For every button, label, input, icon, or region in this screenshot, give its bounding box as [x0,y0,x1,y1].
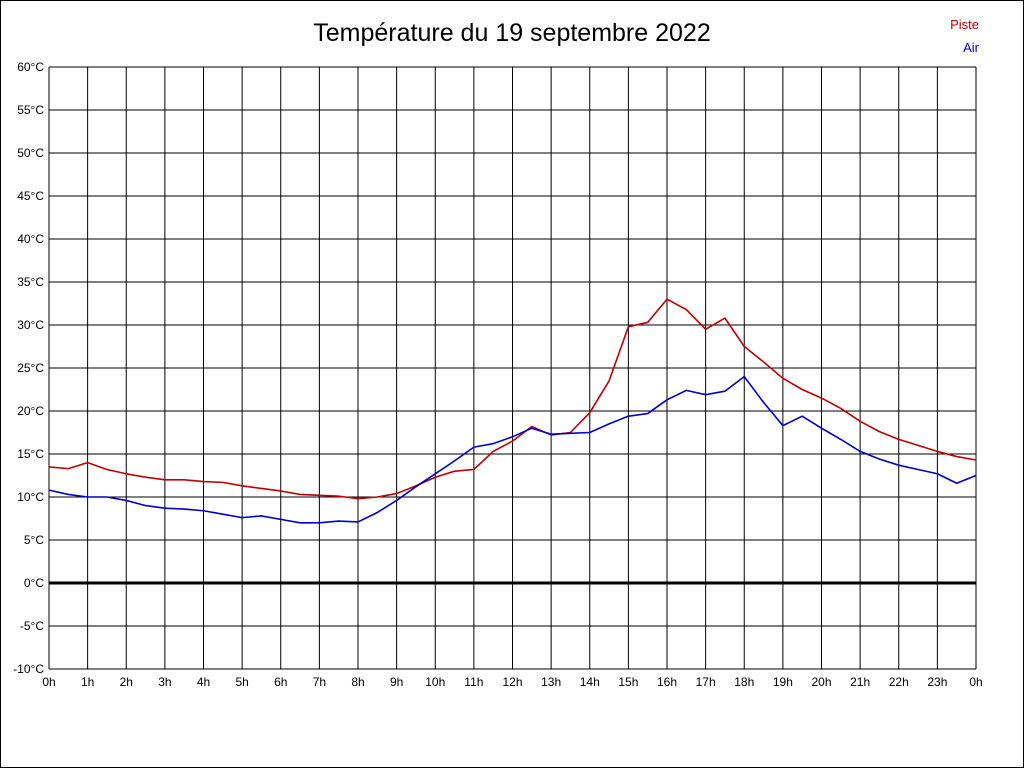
x-tick-label: 6h [274,675,287,689]
y-tick-label: 0°C [24,576,44,590]
x-tick-label: 15h [618,675,638,689]
y-tick-label: 40°C [17,232,44,246]
y-tick-label: -5°C [20,619,44,633]
x-tick-label: 1h [81,675,94,689]
x-tick-label: 17h [696,675,716,689]
y-tick-label: -10°C [13,662,44,676]
y-tick-label: 50°C [17,146,44,160]
y-tick-label: 15°C [17,447,44,461]
x-tick-label: 13h [541,675,561,689]
chart-title: Température du 19 septembre 2022 [313,19,711,47]
x-tick-label: 18h [734,675,754,689]
x-tick-label: 14h [580,675,600,689]
x-tick-label: 10h [425,675,445,689]
legend-item-piste: Piste [950,17,979,32]
y-tick-label: 35°C [17,275,44,289]
x-tick-label: 16h [657,675,677,689]
y-tick-label: 30°C [17,318,44,332]
legend: Piste Air [950,13,979,59]
y-tick-label: 10°C [17,490,44,504]
y-tick-label: 25°C [17,361,44,375]
x-tick-label: 0h [969,675,982,689]
x-tick-label: 3h [158,675,171,689]
y-tick-label: 60°C [17,60,44,74]
x-tick-label: 8h [351,675,364,689]
x-tick-label: 22h [889,675,909,689]
series-line-air [48,375,977,524]
x-tick-label: 23h [927,675,947,689]
legend-item-air: Air [963,40,979,55]
x-tick-label: 20h [811,675,831,689]
x-tick-label: 9h [390,675,403,689]
x-tick-label: 11h [464,675,483,689]
x-tick-label: 0h [42,675,55,689]
x-tick-label: 2h [120,675,133,689]
x-tick-label: 4h [197,675,210,689]
y-tick-label: 55°C [17,103,44,117]
y-tick-label: 45°C [17,189,44,203]
x-tick-label: 7h [313,675,326,689]
x-tick-label: 19h [773,675,793,689]
x-tick-label: 5h [235,675,248,689]
y-tick-label: 5°C [24,533,44,547]
y-tick-label: 20°C [17,404,44,418]
x-tick-label: 12h [502,675,522,689]
series-line-piste [48,298,977,500]
x-tick-label: 21h [850,675,870,689]
